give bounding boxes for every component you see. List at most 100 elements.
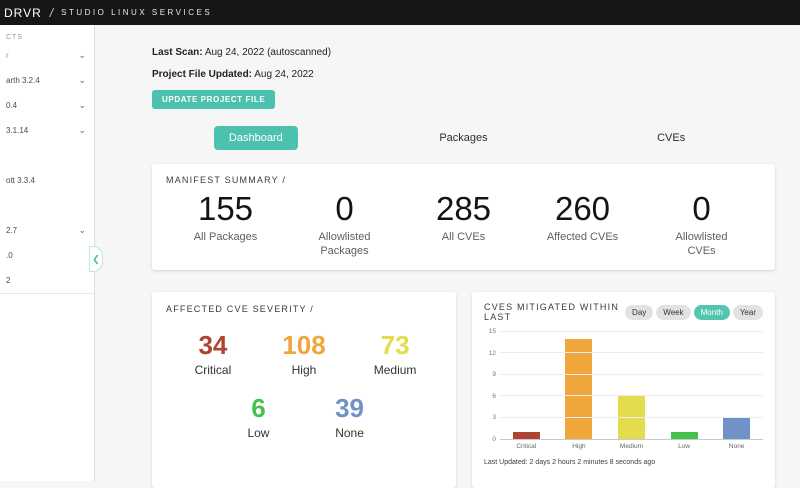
- severity-label: None: [335, 426, 364, 440]
- manifest-stat: 0 Allowlisted Packages: [285, 190, 404, 259]
- stat-value: 285: [435, 190, 492, 227]
- x-tick-label: Low: [678, 443, 691, 450]
- bar-critical: [512, 431, 540, 439]
- bar-slot: [605, 332, 658, 439]
- range-pill-week[interactable]: Week: [656, 304, 691, 320]
- sidebar-item[interactable]: 3.1.14 ⌄: [0, 118, 94, 143]
- sidebar-item-label: r: [6, 51, 9, 60]
- x-tick-label: High: [572, 443, 586, 450]
- y-tick-label: 9: [492, 371, 496, 379]
- sidebar-item[interactable]: 2.7 ⌄: [0, 218, 94, 243]
- sidebar-item-label: 3.1.14: [6, 126, 29, 135]
- project-file-value: Aug 24, 2022: [254, 69, 314, 80]
- project-file-line: Project File Updated: Aug 24, 2022: [152, 69, 775, 80]
- severity-value: 73: [380, 330, 410, 360]
- bar-low: [670, 431, 698, 439]
- sidebar-item[interactable]: ott 3.3.4: [0, 168, 94, 193]
- mitigated-bar-chart: 0 3 6 9 12 15 Critical High Medium Low None: [484, 328, 763, 452]
- affected-cve-severity-card: AFFECTED CVE SEVERITY / 34 Critical 108 Hig…: [152, 292, 456, 488]
- stat-value: 0: [692, 190, 711, 227]
- project-file-label: Project File Updated:: [152, 69, 253, 80]
- severity-value: 108: [282, 330, 326, 360]
- sidebar-header: CTS: [6, 34, 23, 41]
- manifest-stat: 0 Allowlisted CVEs: [642, 190, 761, 259]
- y-tick-label: 6: [492, 392, 496, 400]
- chart-plot-area: [500, 331, 763, 440]
- topbar-separator: /: [49, 5, 54, 20]
- bar-slot: [710, 332, 763, 439]
- stat-value: 260: [554, 190, 611, 227]
- gridline: [500, 416, 763, 418]
- sidebar-items-list: r ⌄ arth 3.2.4 ⌄ 0.4 ⌄ 3.1.14 ⌄ ott 3.3.4 2.7 ⌄ .0 2: [0, 43, 94, 294]
- severity-grid: 34 Critical 108 High 73 Medium 6 Low 39 None: [166, 330, 442, 456]
- y-tick-label: 0: [492, 436, 496, 443]
- severity-value: 39: [335, 393, 364, 423]
- sidebar-item-label: 2: [6, 276, 11, 285]
- severity-item-low: 6 Low: [213, 393, 304, 440]
- severity-item-high: 108 High: [258, 330, 349, 377]
- severity-value: 6: [251, 393, 266, 423]
- topbar: DRVR / STUDIO LINUX SERVICES: [0, 0, 800, 25]
- app-title: STUDIO LINUX SERVICES: [61, 8, 213, 17]
- y-tick-label: 3: [492, 414, 496, 422]
- sidebar-item-label: ott 3.3.4: [6, 176, 35, 185]
- tab-label: Packages: [439, 132, 488, 144]
- tab-label: CVEs: [657, 132, 686, 144]
- manifest-stat: 285 All CVEs: [404, 190, 523, 259]
- stat-value: 0: [335, 190, 354, 227]
- sidebar-item[interactable]: 0.4 ⌄: [0, 93, 94, 118]
- gridline: [500, 352, 763, 354]
- severity-item-none: 39 None: [304, 393, 395, 440]
- sidebar-item[interactable]: r ⌄: [0, 43, 94, 68]
- sidebar-item-label: .0: [6, 251, 13, 260]
- chart-x-axis: Critical High Medium Low None: [500, 440, 763, 452]
- y-tick-label: 15: [488, 328, 496, 335]
- stat-label: All Packages: [193, 231, 258, 243]
- stat-label: Allowlisted Packages: [318, 231, 371, 257]
- tab-cves[interactable]: CVEs: [567, 125, 775, 151]
- tab-bar: Dashboard Packages CVEs: [152, 125, 775, 151]
- manifest-stat: 260 Affected CVEs: [523, 190, 642, 259]
- x-tick-label: Medium: [619, 443, 644, 450]
- chevron-down-icon: ⌄: [78, 50, 86, 60]
- manifest-stats-row: 155 All Packages 0 Allowlisted Packages 285 A…: [166, 190, 761, 259]
- last-scan-label: Last Scan:: [152, 47, 203, 58]
- tab-label: Dashboard: [213, 126, 298, 150]
- chart-plot-wrap: Critical High Medium Low None: [500, 331, 763, 452]
- tab-packages[interactable]: Packages: [360, 125, 568, 151]
- sidebar-collapse-handle[interactable]: ❮: [89, 246, 103, 272]
- x-tick-label: Critical: [516, 443, 537, 450]
- bar-slot: [553, 332, 606, 439]
- sidebar-item[interactable]: [0, 193, 94, 218]
- manifest-summary-card: MANIFEST SUMMARY / 155 All Packages 0 Allow…: [152, 164, 775, 270]
- range-pill-year[interactable]: Year: [732, 304, 763, 320]
- sidebar-item[interactable]: 2: [0, 268, 94, 293]
- bar-slot: [500, 332, 553, 439]
- chart-bars: [500, 332, 763, 439]
- range-pill-day[interactable]: Day: [625, 304, 654, 320]
- update-project-file-button[interactable]: UPDATE PROJECT FILE: [152, 90, 276, 109]
- tab-dashboard[interactable]: Dashboard: [152, 125, 360, 151]
- time-range-pills: Day Week Month Year: [625, 304, 763, 320]
- last-updated-note: Last Updated: 2 days 2 hours 2 minutes 8…: [484, 459, 656, 466]
- severity-label: Low: [247, 426, 270, 440]
- stat-value: 155: [197, 190, 254, 227]
- brand-logo: DRVR: [4, 5, 42, 20]
- main-content: Last Scan: Aug 24, 2022 (autoscanned) Pr…: [96, 25, 800, 488]
- severity-label: Medium: [373, 363, 417, 377]
- severity-item-medium: 73 Medium: [350, 330, 441, 377]
- sidebar-item[interactable]: .0: [0, 243, 94, 268]
- range-pill-month[interactable]: Month: [693, 304, 730, 320]
- manifest-stat: 155 All Packages: [166, 190, 285, 259]
- severity-label: High: [291, 363, 317, 377]
- bar-slot: [658, 332, 711, 439]
- stat-label: Affected CVEs: [546, 231, 619, 243]
- severity-value: 34: [198, 330, 228, 360]
- sidebar-item[interactable]: [0, 143, 94, 168]
- sidebar-item[interactable]: arth 3.2.4 ⌄: [0, 68, 94, 93]
- chart-y-axis: 0 3 6 9 12 15: [484, 328, 500, 443]
- sidebar-item-label: arth 3.2.4: [6, 76, 40, 85]
- bar-none: [723, 417, 751, 439]
- gridline: [500, 331, 763, 332]
- y-tick-label: 12: [488, 349, 496, 357]
